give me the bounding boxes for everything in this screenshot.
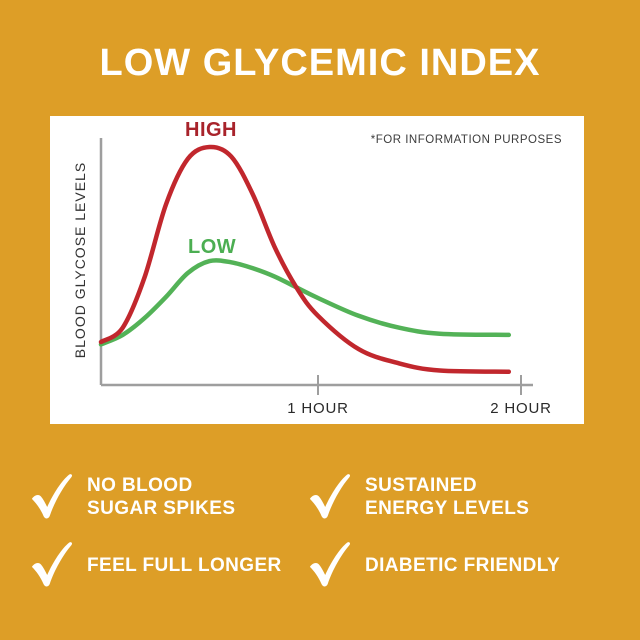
high-curve-label: HIGH <box>185 119 237 141</box>
disclaimer-note: *FOR INFORMATION PURPOSES <box>370 134 562 146</box>
check-icon <box>308 472 350 522</box>
benefit-sustained-energy-levels: SUSTAINED ENERGY LEVELS <box>308 472 529 522</box>
low-gi-curve <box>98 258 512 347</box>
benefit-line: FEEL FULL LONGER <box>87 554 282 576</box>
benefit-no-blood-sugar-spikes: NO BLOOD SUGAR SPIKES <box>30 472 235 522</box>
benefit-line: NO BLOOD <box>87 475 193 496</box>
benefit-diabetic-friendly: DIABETIC FRIENDLY <box>308 540 560 590</box>
check-icon <box>30 472 72 522</box>
benefit-line: SUSTAINED <box>365 475 477 496</box>
high-gi-curve <box>98 144 512 374</box>
benefit-label: FEEL FULL LONGER <box>87 554 282 577</box>
check-icon <box>30 540 72 590</box>
benefit-label: DIABETIC FRIENDLY <box>365 554 560 577</box>
glucose-chart <box>98 138 533 395</box>
page-title: LOW GLYCEMIC INDEX <box>99 42 541 84</box>
check-icon <box>308 540 350 590</box>
low-curve-label: LOW <box>188 236 237 258</box>
benefit-line: SUGAR SPIKES <box>87 498 236 519</box>
benefit-label: NO BLOOD SUGAR SPIKES <box>87 474 235 520</box>
benefit-label: SUSTAINED ENERGY LEVELS <box>365 474 529 520</box>
x-tick-label-1hour: 1 HOUR <box>287 400 349 417</box>
chart-panel: *FOR INFORMATION PURPOSES BLOOD GLYCOSE … <box>50 116 584 424</box>
benefit-feel-full-longer: FEEL FULL LONGER <box>30 540 282 590</box>
benefit-line: ENERGY LEVELS <box>365 498 530 519</box>
benefit-line: DIABETIC FRIENDLY <box>365 554 561 576</box>
x-tick-label-2hour: 2 HOUR <box>490 400 552 417</box>
